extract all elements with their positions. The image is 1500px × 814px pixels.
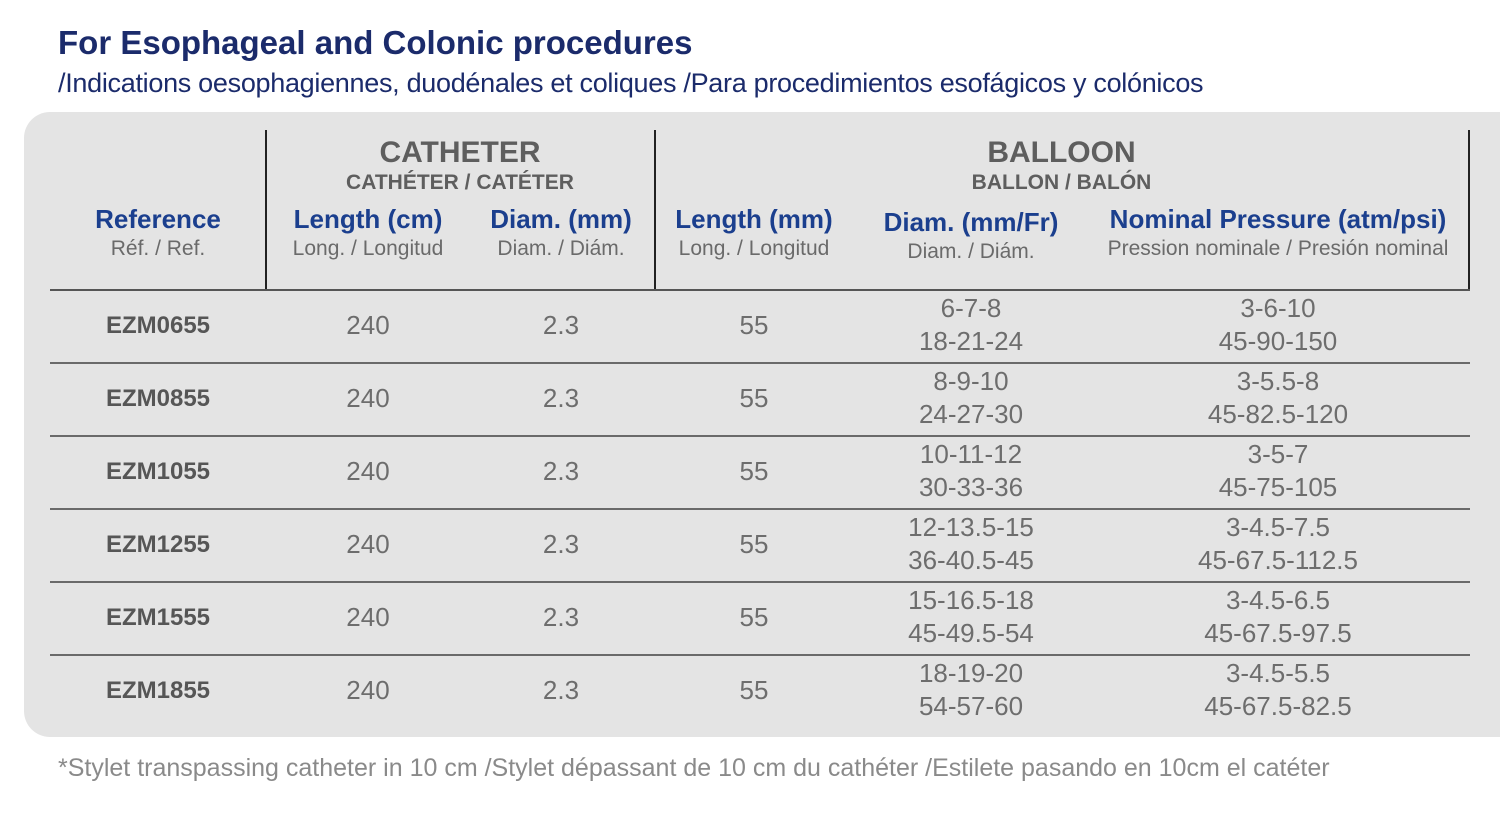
row-catheter-diam: 2.3	[542, 383, 580, 413]
column-title-balloon-length: Length (mm)	[675, 204, 833, 234]
row-balloon-diam-mm: 10-11-12	[919, 439, 1023, 469]
column-title-nominal-pressure: Nominal Pressure (atm/psi)	[1109, 204, 1447, 234]
row-balloon-length: 55	[739, 675, 769, 705]
row-pressure-psi: 45-90-150	[1218, 326, 1338, 356]
row-balloon-diam-fr: 54-57-60	[918, 691, 1024, 721]
row-pressure-atm: 3-4.5-5.5	[1225, 658, 1331, 688]
row-catheter-length: 240	[346, 456, 390, 486]
row-catheter-diam: 2.3	[542, 529, 580, 559]
row-balloon-diam-fr: 18-21-24	[918, 326, 1024, 356]
column-subtitle-catheter-length: Long. / Longitud	[292, 237, 444, 260]
row-pressure-psi: 45-75-105	[1218, 472, 1338, 502]
row-balloon-diam-mm: 15-16.5-18	[908, 585, 1034, 615]
column-title-catheter-length: Length (cm)	[293, 204, 443, 234]
column-title-balloon-diam: Diam. (mm/Fr)	[883, 207, 1059, 237]
row-balloon-length: 55	[739, 383, 769, 413]
row-rule	[50, 654, 1470, 656]
group-title-balloon: BALLOON	[987, 136, 1136, 169]
row-pressure-atm: 3-5.5-8	[1236, 366, 1320, 396]
row-balloon-diam-mm: 18-19-20	[918, 658, 1024, 688]
row-pressure-atm: 3-6-10	[1240, 293, 1316, 323]
row-rule	[50, 508, 1470, 510]
row-pressure-atm: 3-4.5-7.5	[1225, 512, 1331, 542]
row-balloon-length: 55	[739, 602, 769, 632]
row-catheter-length: 240	[346, 383, 390, 413]
spec-table-panel	[24, 112, 1500, 737]
footnote: *Stylet transpassing catheter in 10 cm /…	[58, 754, 1330, 782]
column-subtitle-catheter-diam: Diam. / Diám.	[497, 237, 625, 260]
row-catheter-length: 240	[346, 529, 390, 559]
row-catheter-length: 240	[346, 310, 390, 340]
right-edge-divider	[1468, 130, 1470, 290]
row-balloon-length: 55	[739, 456, 769, 486]
row-pressure-atm: 3-5-7	[1247, 439, 1309, 469]
row-reference: EZM0855	[105, 385, 211, 412]
row-balloon-diam-fr: 24-27-30	[918, 399, 1024, 429]
column-subtitle-balloon-length: Long. / Longitud	[678, 237, 830, 260]
column-title-reference: Reference	[95, 204, 221, 234]
balloon-divider	[654, 130, 656, 290]
column-subtitle-reference: Réf. / Ref.	[110, 237, 206, 260]
row-balloon-diam-fr: 36-40.5-45	[908, 545, 1034, 575]
row-balloon-diam-mm: 6-7-8	[940, 293, 1002, 323]
row-balloon-length: 55	[739, 529, 769, 559]
row-reference: EZM1555	[105, 604, 211, 631]
header-rule	[50, 289, 1470, 291]
column-subtitle-balloon-diam: Diam. / Diám.	[907, 240, 1035, 263]
row-pressure-psi: 45-67.5-97.5	[1204, 618, 1352, 648]
group-title-catheter: CATHETER	[379, 136, 541, 169]
catheter-divider	[265, 130, 267, 290]
row-catheter-diam: 2.3	[542, 602, 580, 632]
row-rule	[50, 362, 1470, 364]
group-subtitle-balloon: BALLON / BALÓN	[971, 171, 1152, 194]
column-subtitle-nominal-pressure: Pression nominale / Presión nominal	[1107, 237, 1449, 260]
group-subtitle-catheter: CATHÉTER / CATÉTER	[346, 171, 574, 194]
row-balloon-diam-mm: 8-9-10	[933, 366, 1009, 396]
page-title: For Esophageal and Colonic procedures	[58, 24, 693, 61]
row-balloon-diam-fr: 45-49.5-54	[908, 618, 1034, 648]
row-catheter-diam: 2.3	[542, 456, 580, 486]
row-rule	[50, 581, 1470, 583]
row-pressure-psi: 45-67.5-112.5	[1198, 545, 1358, 575]
row-balloon-diam-mm: 12-13.5-15	[908, 512, 1034, 542]
row-reference: EZM1855	[105, 677, 211, 704]
row-reference: EZM0655	[105, 312, 211, 339]
row-rule	[50, 435, 1470, 437]
row-pressure-psi: 45-82.5-120	[1207, 399, 1349, 429]
row-catheter-diam: 2.3	[542, 675, 580, 705]
row-pressure-atm: 3-4.5-6.5	[1225, 585, 1331, 615]
row-catheter-diam: 2.3	[542, 310, 580, 340]
column-title-catheter-diam: Diam. (mm)	[490, 204, 632, 234]
row-balloon-length: 55	[739, 310, 769, 340]
row-reference: EZM1255	[105, 531, 211, 558]
row-reference: EZM1055	[105, 458, 211, 485]
row-catheter-length: 240	[346, 602, 390, 632]
row-catheter-length: 240	[346, 675, 390, 705]
page-subtitle: /Indications oesophagiennes, duodénales …	[58, 68, 1204, 98]
row-pressure-psi: 45-67.5-82.5	[1204, 691, 1352, 721]
row-balloon-diam-fr: 30-33-36	[918, 472, 1024, 502]
